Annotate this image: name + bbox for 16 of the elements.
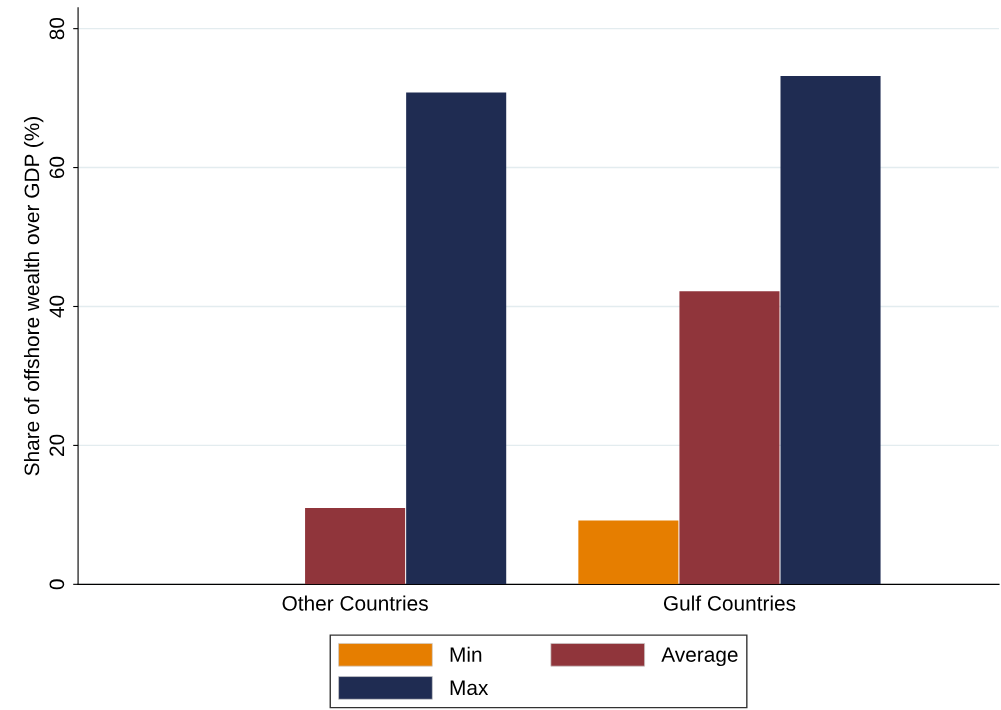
bar xyxy=(406,92,507,585)
y-tick-label: 20 xyxy=(49,434,65,456)
y-tick-label: 0 xyxy=(49,579,65,590)
x-tick-label: Other Countries xyxy=(282,595,428,611)
legend-label: Min xyxy=(450,646,482,662)
legend-label: Max xyxy=(450,680,489,696)
legend-label: Average xyxy=(661,647,738,667)
y-tick-label: 40 xyxy=(49,295,65,318)
bar xyxy=(679,291,780,585)
y-axis-title: Share of offshore wealth over GDP (%) xyxy=(23,117,44,476)
y-tick-label: 60 xyxy=(49,156,65,179)
y-tick-label: 80 xyxy=(49,17,65,40)
bar xyxy=(780,75,881,585)
x-tick-label: Gulf Countries xyxy=(663,595,796,611)
bar xyxy=(305,507,406,585)
bar xyxy=(578,520,679,585)
